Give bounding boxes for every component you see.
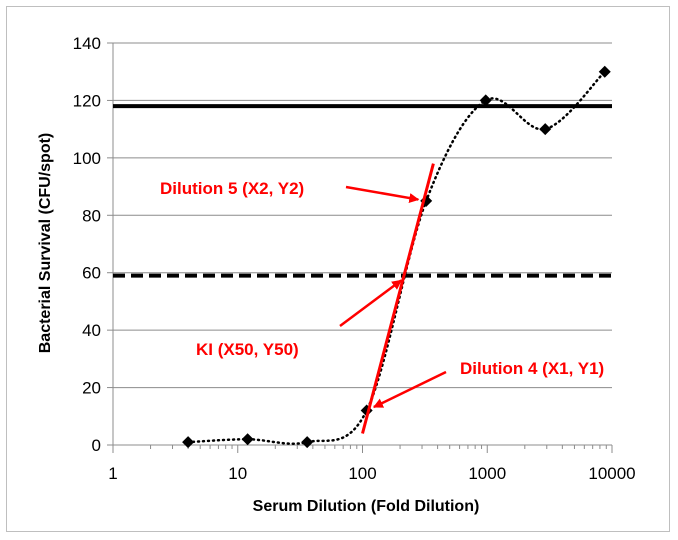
fit-line bbox=[361, 163, 435, 434]
x-tick-label: 1000 bbox=[468, 464, 506, 483]
gridlines bbox=[113, 42, 612, 389]
x-tick-label: 10 bbox=[228, 464, 247, 483]
x-tick-label: 1 bbox=[108, 464, 117, 483]
y-tick-label: 140 bbox=[73, 34, 101, 53]
axes: 0 20 40 60 80 100 120 140 1 10 100 1000 10000 bbox=[73, 34, 636, 483]
data-point-marker bbox=[479, 94, 492, 107]
x-axis-label: Serum Dilution (Fold Dilution) bbox=[253, 498, 480, 515]
annotation-ki-label: KI (X50, Y50) bbox=[196, 340, 299, 359]
x-tick-label: 10000 bbox=[588, 464, 635, 483]
y-axis-label: Bacterial Survival (CFU/spot) bbox=[37, 133, 54, 354]
annotations: Dilution 5 (X2, Y2) KI (X50, Y50) Dilution… bbox=[160, 179, 604, 409]
y-tick-label: 20 bbox=[82, 379, 101, 398]
annotation-dilution-4-label: Dilution 4 (X1, Y1) bbox=[460, 359, 604, 378]
y-tick-label: 0 bbox=[92, 436, 101, 455]
chart-frame bbox=[6, 6, 670, 532]
reference-lines bbox=[113, 104, 612, 278]
data-point-marker bbox=[539, 123, 552, 136]
data-point-marker bbox=[301, 436, 314, 449]
annotation-ki-arrow bbox=[339, 279, 403, 328]
series bbox=[182, 65, 611, 449]
data-point-marker bbox=[182, 436, 195, 449]
y-tick-label: 40 bbox=[82, 321, 101, 340]
data-point-marker bbox=[598, 65, 611, 78]
x-tick-label: 100 bbox=[348, 464, 376, 483]
fit-line-layer bbox=[361, 163, 435, 434]
annotation-dilution-5-arrow bbox=[345, 185, 420, 203]
y-tick-label: 100 bbox=[73, 149, 101, 168]
y-tick-label: 120 bbox=[73, 91, 101, 110]
y-tick-label: 60 bbox=[82, 264, 101, 283]
data-point-marker bbox=[241, 433, 254, 446]
annotation-dilution-4-arrow bbox=[372, 370, 447, 409]
y-tick-label: 80 bbox=[82, 206, 101, 225]
annotation-dilution-5-label: Dilution 5 (X2, Y2) bbox=[160, 179, 304, 198]
